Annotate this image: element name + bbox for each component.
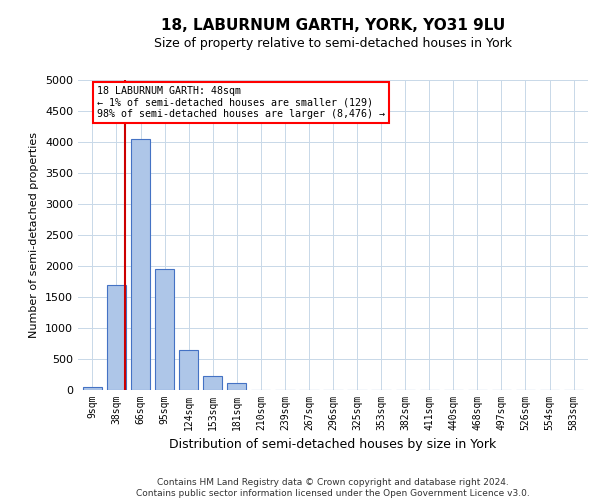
Text: Contains HM Land Registry data © Crown copyright and database right 2024.
Contai: Contains HM Land Registry data © Crown c… xyxy=(136,478,530,498)
Bar xyxy=(107,284,126,390)
X-axis label: Distribution of semi-detached houses by size in York: Distribution of semi-detached houses by … xyxy=(169,438,497,452)
Bar xyxy=(131,139,150,390)
Bar xyxy=(155,269,174,390)
Bar xyxy=(179,350,198,390)
Bar xyxy=(203,376,223,390)
Bar xyxy=(227,383,247,390)
Text: Size of property relative to semi-detached houses in York: Size of property relative to semi-detach… xyxy=(154,38,512,51)
Y-axis label: Number of semi-detached properties: Number of semi-detached properties xyxy=(29,132,40,338)
Text: 18, LABURNUM GARTH, YORK, YO31 9LU: 18, LABURNUM GARTH, YORK, YO31 9LU xyxy=(161,18,505,32)
Text: 18 LABURNUM GARTH: 48sqm
← 1% of semi-detached houses are smaller (129)
98% of s: 18 LABURNUM GARTH: 48sqm ← 1% of semi-de… xyxy=(97,86,385,120)
Bar xyxy=(83,387,102,390)
